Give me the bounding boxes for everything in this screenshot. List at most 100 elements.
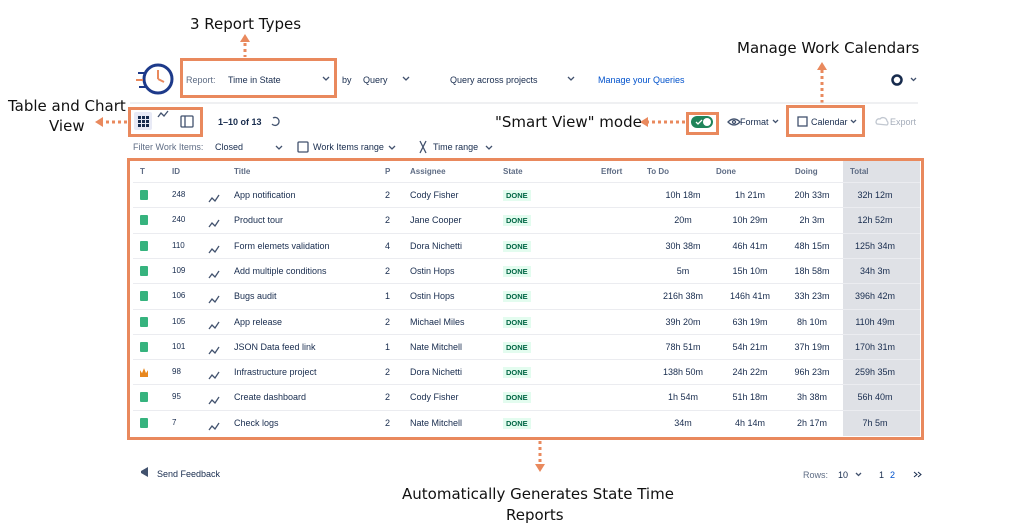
toggle-box bbox=[686, 112, 719, 135]
dropdown[interactable]: Time range bbox=[433, 142, 479, 152]
cell: Nate Mitchell bbox=[410, 417, 463, 428]
state-lozenge: DONE bbox=[503, 316, 531, 328]
link[interactable]: Send Feedback bbox=[157, 469, 221, 479]
column-header: Doing bbox=[795, 167, 818, 176]
time-cell: 54h 21m bbox=[732, 341, 768, 352]
page-link[interactable]: 2 bbox=[890, 470, 896, 480]
chart-icon[interactable] bbox=[208, 342, 220, 360]
time-cell: 30h 38m bbox=[665, 240, 701, 251]
story-icon bbox=[140, 240, 148, 251]
state-lozenge: DONE bbox=[503, 240, 531, 252]
time-cell: 1h 21m bbox=[734, 190, 766, 200]
button[interactable]: Calendar bbox=[811, 117, 848, 127]
time-cell: 46h 41m bbox=[732, 240, 768, 251]
cell: 240 bbox=[172, 215, 186, 225]
time-cell: 39h 20m bbox=[665, 316, 701, 327]
time-cell: 170h 31m bbox=[854, 341, 896, 352]
link[interactable]: Manage your Queries bbox=[598, 75, 685, 85]
time-cell: 8h 10m bbox=[796, 316, 828, 327]
time-cell: 3h 38m bbox=[796, 392, 828, 403]
state-lozenge: DONE bbox=[503, 367, 531, 379]
story-icon bbox=[140, 265, 148, 276]
time-cell: 37h 19m bbox=[794, 341, 830, 352]
time-cell: 48h 15m bbox=[794, 240, 830, 251]
time-cell: 20h 33m bbox=[794, 190, 830, 200]
dropdown[interactable]: Time in State bbox=[228, 75, 281, 85]
cell: Jane Cooper bbox=[410, 215, 462, 226]
chart-icon[interactable] bbox=[208, 241, 220, 259]
story-icon bbox=[140, 190, 148, 200]
cell: 109 bbox=[172, 265, 186, 275]
row-divider bbox=[133, 182, 920, 183]
label: by bbox=[342, 75, 352, 85]
cell: 95 bbox=[172, 392, 181, 402]
column-header: ID bbox=[172, 167, 180, 176]
row-divider bbox=[133, 409, 920, 411]
time-cell: 7h 5m bbox=[862, 417, 888, 428]
cell: 2 bbox=[385, 367, 391, 378]
time-cell: 24h 22m bbox=[732, 367, 768, 378]
label: Report: bbox=[186, 75, 216, 85]
time-cell: 33h 23m bbox=[794, 291, 830, 302]
dropdown[interactable]: Query bbox=[363, 75, 388, 85]
title-cell: JSON Data feed link bbox=[234, 341, 316, 352]
time-cell: 125h 34m bbox=[854, 240, 896, 251]
row-divider bbox=[133, 359, 920, 361]
time-cell: 110h 49m bbox=[855, 316, 895, 327]
button[interactable]: Format bbox=[740, 117, 769, 127]
time-cell: 15h 10m bbox=[732, 265, 768, 276]
column-header: Done bbox=[716, 167, 736, 176]
chart-icon[interactable] bbox=[208, 215, 220, 233]
cell: 2 bbox=[385, 190, 391, 200]
row-divider bbox=[133, 232, 920, 234]
time-cell: 2h 3m bbox=[799, 215, 825, 226]
time-cell: 20m bbox=[674, 215, 692, 226]
dropdown[interactable]: Work Items range bbox=[313, 142, 384, 152]
cell: Ostin Hops bbox=[410, 291, 455, 302]
cell: 105 bbox=[172, 316, 186, 326]
cell: 248 bbox=[172, 190, 186, 199]
cell: 7 bbox=[172, 417, 177, 427]
chart-icon[interactable] bbox=[208, 392, 220, 410]
chart-icon[interactable] bbox=[208, 418, 220, 436]
state-lozenge: DONE bbox=[503, 291, 531, 303]
chart-icon[interactable] bbox=[208, 266, 220, 284]
chart-icon[interactable] bbox=[208, 190, 220, 208]
dropdown[interactable]: Closed bbox=[215, 142, 244, 152]
cell: Nate Mitchell bbox=[410, 341, 463, 352]
cell: Cody Fisher bbox=[410, 392, 459, 403]
cell: Dora Nichetti bbox=[410, 367, 463, 378]
title-cell: Create dashboard bbox=[234, 392, 307, 403]
cell: 1 bbox=[385, 341, 391, 352]
story-icon bbox=[140, 291, 148, 302]
state-lozenge: DONE bbox=[503, 215, 531, 227]
cell: 2 bbox=[385, 417, 391, 428]
title-cell: App release bbox=[234, 316, 283, 327]
time-cell: 34h 3m bbox=[859, 265, 891, 276]
state-lozenge: DONE bbox=[503, 265, 531, 277]
chart-icon[interactable] bbox=[208, 291, 220, 309]
title-cell: Add multiple conditions bbox=[234, 265, 327, 276]
time-cell: 56h 40m bbox=[857, 392, 893, 403]
time-cell: 5m bbox=[676, 265, 690, 276]
chart-icon[interactable] bbox=[208, 367, 220, 385]
state-lozenge: DONE bbox=[503, 190, 531, 201]
button[interactable]: Export bbox=[890, 117, 917, 127]
dropdown[interactable]: Query across projects bbox=[450, 75, 538, 85]
column-header: Assignee bbox=[410, 167, 446, 176]
row-divider bbox=[133, 257, 920, 259]
cell: 2 bbox=[385, 392, 391, 403]
time-cell: 34m bbox=[674, 417, 692, 428]
dropdown[interactable]: 10 bbox=[838, 470, 849, 480]
time-cell: 96h 23m bbox=[794, 367, 830, 378]
page-link[interactable]: 1 bbox=[879, 470, 885, 480]
annotation: View bbox=[49, 117, 85, 135]
title-cell: Form elemets validation bbox=[234, 240, 330, 251]
title-cell: Product tour bbox=[234, 215, 284, 226]
row-divider bbox=[133, 308, 920, 310]
chart-icon[interactable] bbox=[208, 317, 220, 335]
cell: 98 bbox=[172, 367, 181, 377]
view-box bbox=[128, 107, 203, 137]
